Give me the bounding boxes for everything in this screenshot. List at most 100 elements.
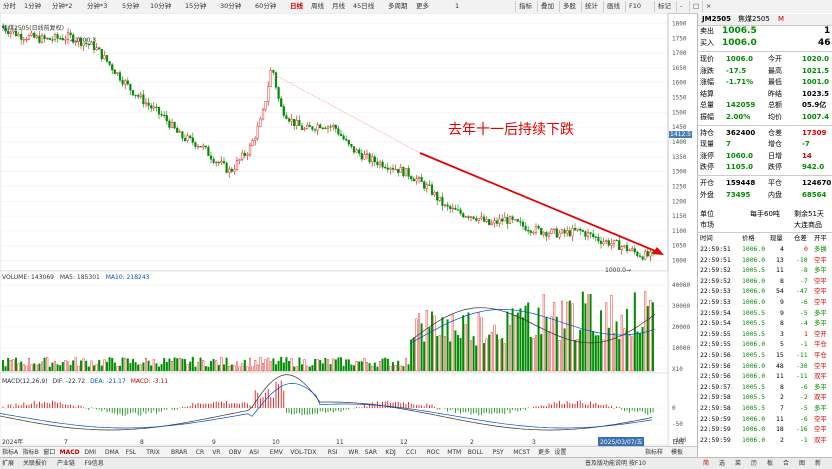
macd-bar: [439, 408, 440, 409]
candle-body: [169, 121, 171, 128]
period-tab-7[interactable]: 30分钟: [220, 1, 241, 12]
toolbar-right-0[interactable]: 指标: [515, 1, 535, 12]
macd-bar: [42, 403, 43, 408]
volume-bar: [452, 315, 454, 371]
macd-bar: [359, 407, 360, 408]
volume-bar: [169, 359, 171, 371]
status-icon-3[interactable]: 历: [751, 458, 757, 469]
macd-bar: [494, 408, 495, 412]
toolbar-right-5[interactable]: F10: [625, 1, 644, 12]
volume-axis-label: 30000: [672, 303, 690, 310]
volume-legend-ma5: MA5: 185301: [60, 274, 100, 281]
period-tab-0[interactable]: 分时: [3, 1, 16, 12]
bottom-tab-0[interactable]: 扩展: [2, 458, 14, 469]
macd-bar: [208, 404, 209, 408]
volume-bar: [598, 335, 600, 371]
candle-body: [631, 249, 633, 250]
price-axis-label: 1650: [672, 65, 687, 72]
status-icon-6[interactable]: 图: [799, 458, 805, 469]
bottom-right-1[interactable]: 模板: [671, 447, 683, 458]
volume-bar: [278, 361, 280, 371]
volume-bar: [382, 359, 384, 371]
quote-value2-7: -7: [802, 139, 810, 150]
bottom-tab-1[interactable]: 关联报价: [23, 458, 47, 469]
toolbar-right-6[interactable]: 标记: [654, 1, 674, 12]
macd-bar: [205, 403, 206, 408]
bottom-tab-3[interactable]: F9信息: [85, 458, 104, 469]
period-tab-6[interactable]: 15分钟: [185, 1, 206, 12]
bottom-tab-2[interactable]: 产业链: [57, 458, 75, 469]
volume-legend-vol: VOLUME: 143069: [2, 274, 54, 281]
status-icon-2[interactable]: 菜: [735, 458, 741, 469]
candle-body: [332, 125, 334, 126]
volume-bar: [135, 362, 137, 371]
macd-bar: [70, 405, 71, 408]
market-value: 大连商品: [794, 220, 822, 231]
candle-body: [590, 233, 592, 234]
period-tab-3[interactable]: 分钟*3: [87, 1, 107, 12]
macd-bar: [31, 404, 32, 408]
volume-bar: [104, 360, 106, 371]
period-tab-5[interactable]: 10分钟: [150, 1, 171, 12]
macd-bar: [619, 407, 620, 408]
candle-body: [465, 217, 467, 218]
tick-oi: -6: [800, 382, 808, 393]
volume-bar: [283, 363, 285, 371]
candle-body: [379, 162, 381, 165]
volume-bar: [595, 336, 597, 371]
volume-bar: [616, 322, 618, 371]
tick-time: 22:59:55: [700, 329, 731, 340]
macd-bar: [307, 408, 308, 415]
candle-body: [520, 221, 522, 222]
volume-bar: [182, 359, 184, 371]
candle-body: [639, 256, 641, 257]
toolbar-right-1[interactable]: 叠加: [537, 1, 557, 12]
toolbar-right-7[interactable]: -: [676, 1, 685, 12]
status-icon-0[interactable]: 简: [703, 458, 709, 469]
status-icon-1[interactable]: 选: [719, 458, 725, 469]
volume-bar: [631, 337, 633, 371]
period-tab-10[interactable]: 周线: [311, 1, 324, 12]
period-tab-13[interactable]: 多周期: [388, 1, 408, 12]
macd-bar: [211, 404, 212, 408]
candle-body: [572, 228, 574, 236]
volume-bar: [353, 366, 355, 371]
toolbar-right-4[interactable]: 画线: [603, 1, 623, 12]
status-icon-5[interactable]: 合: [783, 458, 789, 469]
candle-body: [283, 106, 285, 115]
period-tab-11[interactable]: 月线: [332, 1, 345, 12]
tick-oi: -1: [800, 435, 808, 446]
candle-body: [28, 35, 30, 39]
volume-bar: [15, 358, 17, 371]
status-icon-7[interactable]: 新: [815, 458, 821, 469]
candle-body: [156, 107, 158, 108]
macd-bar: [624, 408, 625, 411]
macd-bar: [109, 408, 110, 411]
period-tab-8[interactable]: 60分钟: [255, 1, 276, 12]
toolbar-right-2[interactable]: 多股: [559, 1, 579, 12]
volume-bar: [249, 358, 251, 371]
period-tab-12[interactable]: 45日线: [353, 1, 374, 12]
toolbar-right-9[interactable]: ×: [702, 1, 714, 12]
bottom-right-0[interactable]: 指标样: [645, 447, 663, 458]
candle-body: [117, 73, 119, 74]
period-tab-9[interactable]: 日线: [290, 1, 303, 12]
period-tab-1[interactable]: 1分钟: [24, 1, 41, 12]
volume-bar: [514, 315, 516, 371]
volume-bar: [195, 367, 197, 371]
tick-volume: 2: [780, 435, 784, 446]
tick-oi: -5: [800, 403, 808, 414]
period-tab-2[interactable]: 分钟*2: [52, 1, 72, 12]
macd-bar: [226, 401, 227, 408]
volume-bar: [80, 361, 82, 371]
period-tab-4[interactable]: 5分钟: [122, 1, 139, 12]
volume-bar: [429, 328, 431, 371]
toolbar-right-8[interactable]: □: [689, 1, 702, 12]
toolbar-right-3[interactable]: 统计: [581, 1, 601, 12]
macd-bar: [148, 408, 149, 411]
period-tab-14[interactable]: 更多: [416, 1, 429, 12]
status-icon-4[interactable]: 板: [767, 458, 773, 469]
